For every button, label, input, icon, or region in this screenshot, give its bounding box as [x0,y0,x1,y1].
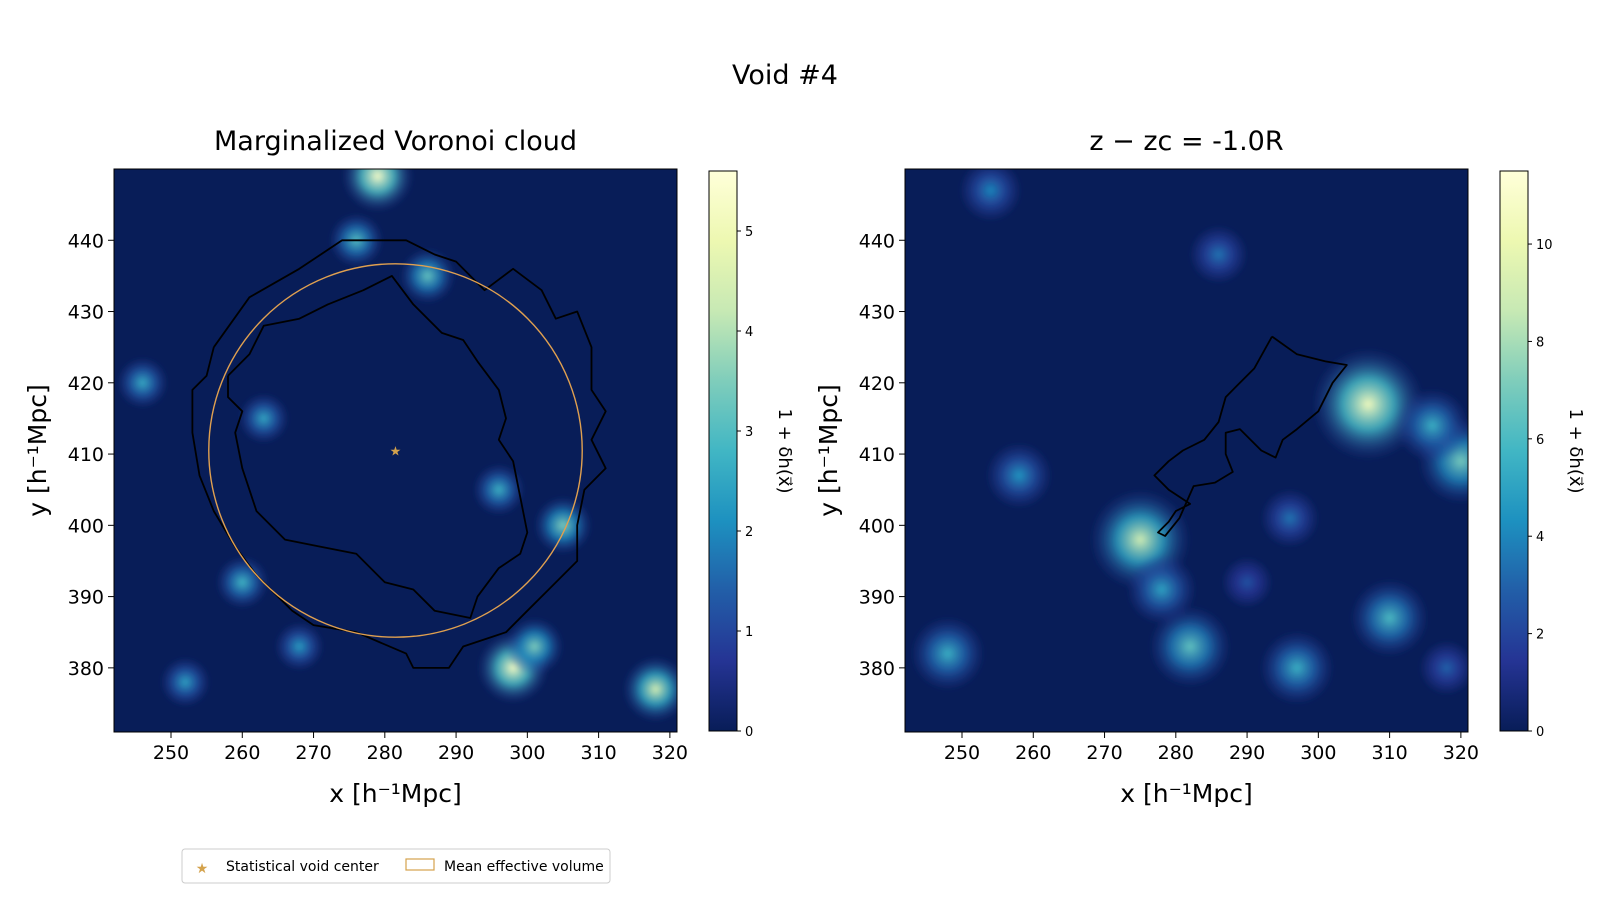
y-tick-label: 440 [68,230,104,252]
density-peak [622,655,677,723]
density-peak [341,169,415,213]
density-peak [505,617,564,676]
y-tick-label: 380 [68,658,104,680]
legend-rectangle-patch-icon [405,858,435,871]
legend: ★ Statistical void center Mean effective… [181,848,611,884]
density-peak [238,392,290,444]
colorbar-gradient [1499,170,1529,732]
colorbar-tick-label: 6 [1536,433,1544,448]
y-tick-label: 390 [859,587,895,609]
colorbar-tick-label: 0 [745,725,753,740]
density-peak [1395,388,1468,463]
x-tick-label: 260 [224,742,260,764]
colorbar-tick-label: 8 [1536,335,1544,350]
panel-2-heatmap [905,169,1468,732]
density-peak [533,495,593,555]
x-tick-label: 280 [367,742,403,764]
y-tick-label: 420 [859,373,895,395]
density-peak [399,247,456,305]
legend-label-mean-effective-volume: Mean effective volume [444,859,604,875]
y-tick-label: 400 [68,515,104,537]
colorbar-tick-label: 10 [1536,238,1553,253]
y-axis-label: y [h⁻¹Mpc] [814,384,843,517]
panel-1-colorbar: 0 1 2 3 4 5 1 + δh(x⃗) [708,170,795,740]
legend-star-icon: ★ [196,861,209,877]
x-tick-label: 320 [1443,742,1479,764]
colorbar-label: 1 + δh(x⃗) [774,408,795,493]
void-center-star-icon: ★ [390,445,402,460]
density-peak [1350,578,1429,658]
colorbar-tick-label: 4 [745,325,753,340]
x-tick-label: 290 [438,742,474,764]
figure-title: Void #4 [732,60,838,91]
colorbar-tick-label: 2 [1536,628,1544,643]
x-tick-label: 250 [944,742,980,764]
x-tick-label: 300 [1300,742,1336,764]
x-tick-label: 270 [295,742,331,764]
y-tick-label: 400 [859,515,895,537]
x-tick-label: 320 [652,742,688,764]
colorbar-tick-label: 2 [745,525,753,540]
panel-2-title: z − zc = -1.0R [1089,126,1283,157]
x-tick-label: 260 [1015,742,1051,764]
x-axis-label: x [h⁻¹Mpc] [329,779,462,808]
density-peak [1189,225,1248,284]
x-tick-label: 250 [153,742,189,764]
colorbar-tick-label: 5 [745,225,753,240]
x-tick-label: 280 [1158,742,1194,764]
colorbar-gradient [708,170,738,732]
x-tick-label: 270 [1086,742,1122,764]
x-tick-label: 310 [580,742,616,764]
y-tick-label: 380 [859,658,895,680]
panel-1-title: Marginalized Voronoi cloud [214,126,577,157]
heatmap-background [114,169,677,732]
colorbar-tick-label: 1 [745,625,753,640]
density-peak [160,657,211,708]
colorbar-tick-label: 3 [745,425,753,440]
density-peak [985,442,1053,509]
density-peak [910,616,985,691]
y-tick-label: 430 [859,302,895,324]
colorbar-label: 1 + δh(x⃗) [1565,408,1586,493]
y-tick-label: 390 [68,587,104,609]
plot-frame [904,168,1469,733]
x-axis-label: x [h⁻¹Mpc] [1120,779,1253,808]
density-peak [274,621,324,672]
mean-effective-volume-circle [208,263,583,638]
density-peak [215,555,269,609]
y-tick-label: 420 [68,373,104,395]
legend-frame [181,848,611,884]
panel-1: Marginalized Voronoi cloud★250 260 270 280 2… [23,126,795,808]
x-tick-label: 290 [1229,742,1265,764]
legend-label-void-center: Statistical void center [226,859,379,875]
density-peak [1148,605,1232,688]
y-axis-label: y [h⁻¹Mpc] [23,384,52,517]
y-tick-label: 430 [68,302,104,324]
density-peak [1126,554,1197,625]
density-peak [1419,640,1468,696]
x-tick-label: 310 [1371,742,1407,764]
x-tick-label: 300 [509,742,545,764]
colorbar-tick-label: 4 [1536,530,1544,545]
density-peak [959,169,1022,222]
density-peak [472,463,526,516]
void-contour-2 [227,274,529,619]
void-contour-1 [1153,335,1348,537]
colorbar-tick-label: 0 [1536,725,1544,740]
density-peak [116,356,169,409]
panel-1-heatmap [114,169,677,732]
density-peak [1259,630,1335,706]
y-tick-label: 410 [859,444,895,466]
y-tick-label: 440 [859,230,895,252]
panel-2-colorbar: 0 2 4 6 8 10 1 + δh(x⃗) [1499,170,1586,740]
plot-frame [113,168,678,733]
density-peak [1221,556,1273,608]
y-tick-label: 410 [68,444,104,466]
density-peak [1260,488,1320,548]
